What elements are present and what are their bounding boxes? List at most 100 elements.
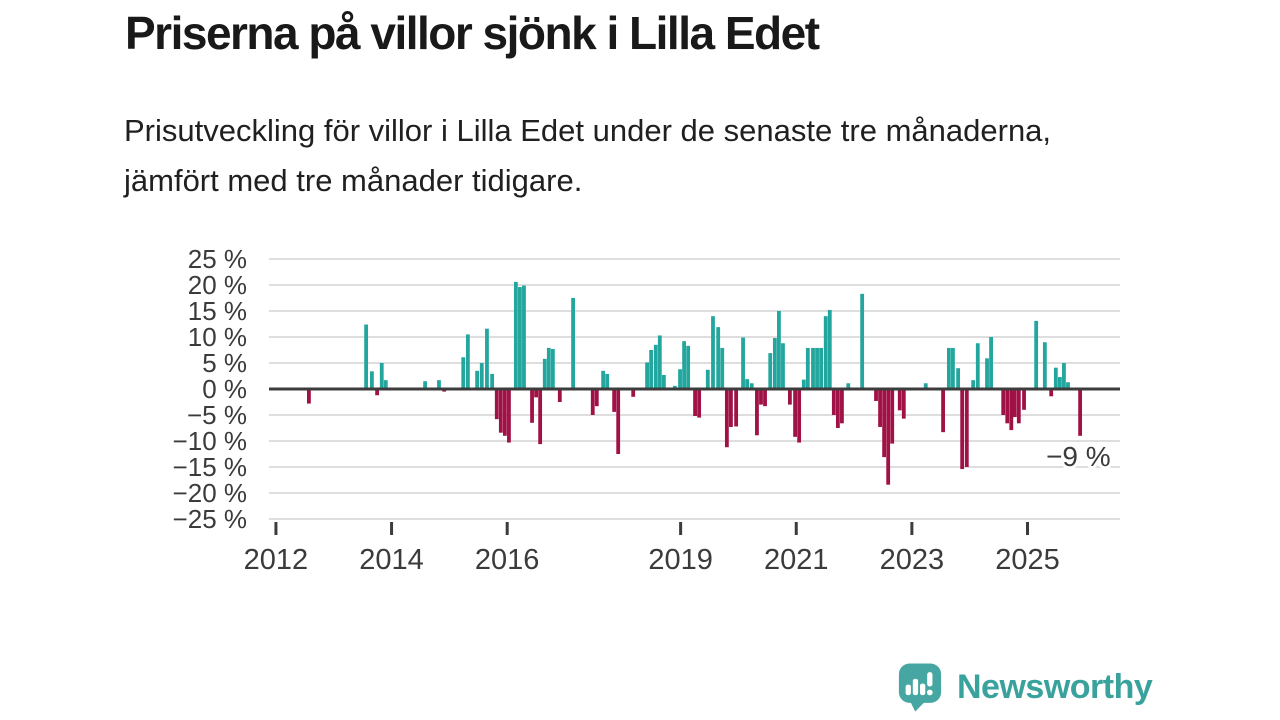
bar	[379, 363, 384, 389]
y-axis-label: 20 %	[188, 270, 247, 300]
bar	[781, 343, 785, 389]
bar	[787, 389, 792, 405]
annotation-label: −9 %	[1046, 441, 1111, 472]
bar	[711, 316, 715, 389]
chart-title: Priserna på villor sjönk i Lilla Edet	[125, 7, 820, 59]
bar	[860, 293, 865, 389]
bar	[693, 389, 697, 417]
bar	[975, 343, 980, 389]
bar	[819, 347, 824, 389]
bar	[923, 383, 928, 389]
y-axis-label: −25 %	[173, 504, 247, 534]
x-axis-label: 2012	[244, 544, 309, 576]
bar	[513, 281, 518, 389]
bar	[465, 334, 470, 389]
x-axis-label: 2016	[475, 544, 540, 576]
bar	[772, 338, 777, 389]
y-axis-label: −5 %	[187, 400, 247, 430]
bar	[831, 389, 836, 415]
bar	[645, 362, 649, 389]
bar	[960, 389, 965, 470]
bar	[1034, 320, 1039, 389]
brand-footer: Newsworthy	[897, 662, 1153, 713]
bar	[759, 389, 763, 405]
bar	[946, 347, 951, 389]
bar	[697, 389, 702, 418]
brand-name: Newsworthy	[957, 668, 1153, 706]
bar	[530, 389, 534, 423]
bar	[741, 337, 745, 389]
bar	[534, 389, 538, 398]
bar	[1042, 342, 1047, 389]
bar	[793, 389, 797, 437]
bar	[1049, 389, 1054, 397]
bar	[672, 385, 677, 389]
bar	[649, 350, 654, 389]
bar	[550, 348, 555, 389]
bar	[594, 389, 599, 407]
bar	[498, 389, 503, 433]
bar	[716, 327, 721, 389]
y-axis-label: 25 %	[188, 244, 247, 274]
bar	[941, 389, 945, 433]
bar	[801, 379, 806, 389]
bar	[878, 389, 882, 427]
bar	[490, 373, 495, 389]
bar	[823, 316, 828, 389]
bar	[590, 389, 595, 415]
bar	[827, 309, 832, 389]
bar	[518, 287, 522, 389]
bar	[507, 389, 511, 443]
bar	[874, 389, 878, 401]
x-axis-label: 2014	[359, 544, 424, 576]
chart-subtitle: Prisutveckling för villor i Lilla Edet u…	[124, 113, 1052, 198]
newsworthy-logo-icon	[898, 663, 942, 712]
bar	[1016, 389, 1021, 424]
y-axis-label: 15 %	[188, 296, 247, 326]
bar	[964, 389, 969, 467]
bar	[538, 389, 543, 445]
y-axis-label: 0 %	[202, 374, 247, 404]
bar	[777, 311, 781, 389]
bar	[815, 347, 819, 389]
bar	[437, 380, 441, 389]
bar	[1066, 382, 1070, 389]
bar	[805, 347, 810, 389]
bar	[768, 353, 773, 389]
bar	[985, 358, 989, 389]
bar	[375, 389, 380, 396]
bar	[1005, 389, 1010, 424]
bar	[522, 285, 526, 389]
bar	[682, 341, 686, 389]
bar	[729, 389, 733, 427]
bar	[678, 369, 682, 389]
bar	[631, 389, 636, 397]
bar	[846, 383, 851, 389]
bar	[686, 345, 691, 389]
bar	[971, 380, 976, 389]
bar	[734, 389, 739, 427]
bar	[1057, 377, 1062, 389]
y-axis-label: −20 %	[173, 478, 247, 508]
y-axis-label: −10 %	[173, 426, 247, 456]
bar	[542, 358, 547, 389]
x-axis-label: 2023	[880, 544, 945, 576]
bar	[1053, 367, 1058, 389]
y-axis-label: 10 %	[188, 322, 247, 352]
bar	[811, 347, 815, 389]
bar	[1012, 389, 1017, 418]
bar	[616, 389, 621, 454]
bar	[485, 328, 489, 389]
bar	[461, 357, 466, 389]
bar	[1001, 389, 1006, 415]
bar	[1009, 389, 1014, 431]
bar	[951, 347, 955, 389]
bar	[882, 389, 887, 458]
price-development-chart: 25 %20 %15 %10 %5 %0 %−5 %−10 %−15 %−20 …	[173, 244, 1120, 576]
bar	[571, 298, 575, 389]
x-axis-label: 2021	[764, 544, 829, 576]
bar	[479, 363, 484, 389]
bar	[1078, 389, 1083, 436]
bar	[383, 380, 388, 389]
x-axis-label: 2019	[648, 544, 713, 576]
